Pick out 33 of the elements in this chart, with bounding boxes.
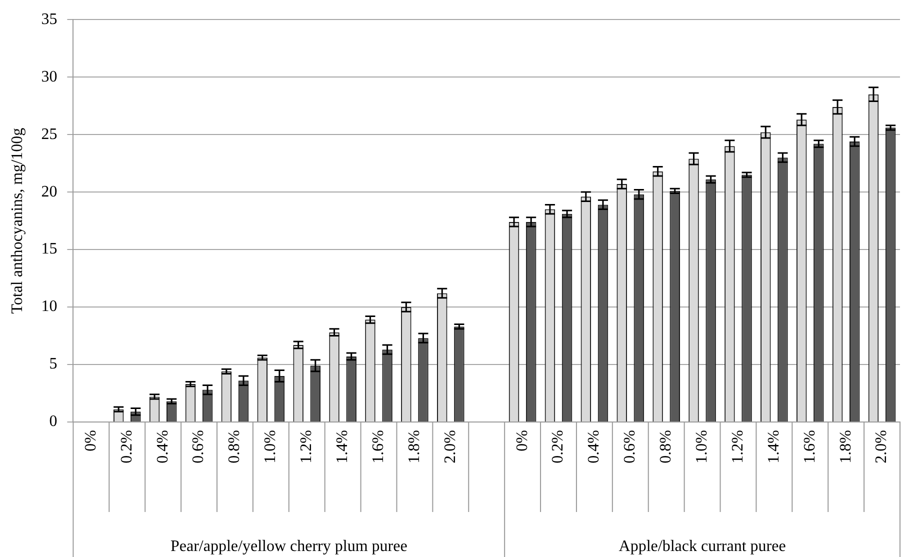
x-tick-label: 1.0%	[262, 430, 280, 464]
y-tick-label: 20	[41, 183, 58, 200]
x-tick-label: 1.2%	[298, 430, 316, 464]
x-tick-label: 0.2%	[118, 430, 136, 464]
x-tick-label: 0.6%	[622, 430, 639, 464]
text: Apple/black currant puree	[618, 538, 786, 555]
x-tick-label: 2.0%	[873, 430, 890, 464]
x-tick-label: 0.8%	[658, 430, 675, 464]
x-tick-label: 0.4%	[586, 430, 603, 464]
x-tick-label: 2.0%	[442, 430, 459, 464]
y-tick-label: 35	[41, 10, 58, 28]
y-tick-label: 30	[41, 68, 58, 86]
y-tick-label: 25	[41, 126, 58, 143]
x-tick-label: 1.0%	[693, 430, 710, 464]
text: Pear/apple/yellow cherry plum puree	[170, 538, 408, 555]
x-tick-label: 0%	[514, 430, 531, 452]
y-tick-label: 15	[41, 240, 58, 258]
x-tick-label: 0.4%	[154, 430, 172, 464]
x-tick-label: 1.8%	[837, 430, 854, 464]
x-tick-label: 1.4%	[765, 430, 782, 464]
y-tick-label: 0	[49, 413, 58, 430]
x-tick-label: 0.6%	[190, 430, 208, 464]
y-tick-label: 10	[41, 298, 58, 316]
x-tick-label: 0.2%	[550, 430, 567, 464]
x-tick-label: 0.8%	[226, 430, 244, 464]
y-axis-title: Total anthocyanins, mg/100g	[8, 128, 26, 314]
x-tick-label: 1.6%	[801, 430, 818, 464]
x-tick-label: 1.6%	[370, 430, 387, 464]
x-tick-label: 1.8%	[406, 430, 423, 464]
x-tick-label: 0%	[82, 430, 100, 452]
x-tick-label: 1.2%	[729, 430, 746, 464]
x-tick-label: 1.4%	[334, 430, 352, 464]
y-tick-label: 5	[49, 356, 58, 373]
